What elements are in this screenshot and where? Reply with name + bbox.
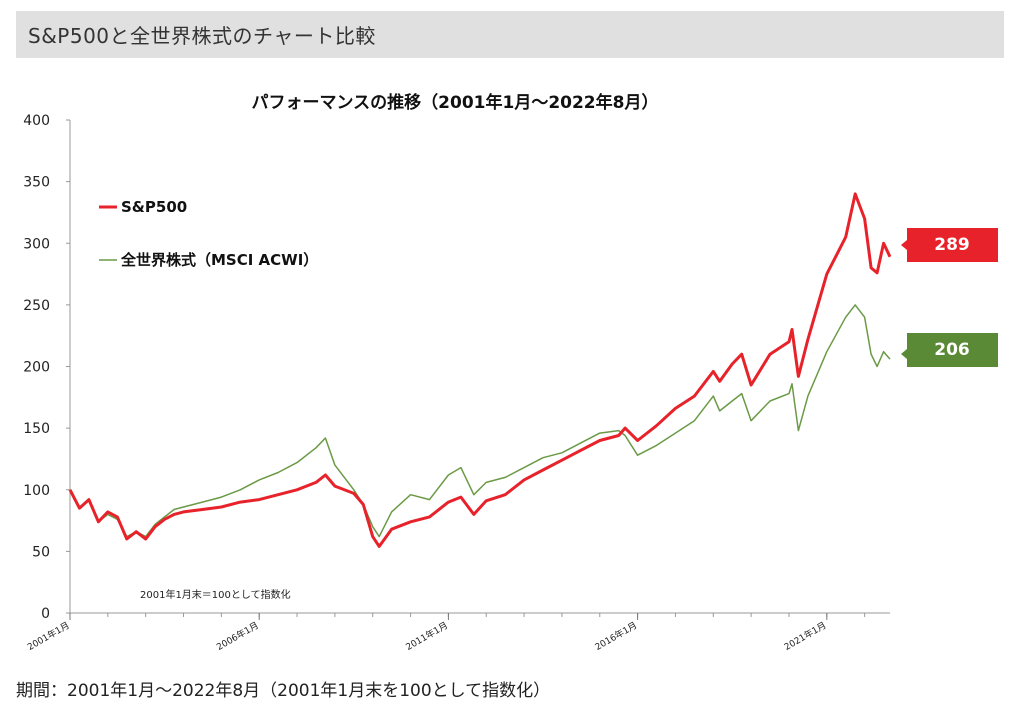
- y-tick-label: 150: [23, 421, 50, 437]
- x-tick-label: 2006年1月: [214, 619, 260, 653]
- y-tick-label: 350: [23, 175, 50, 191]
- end-label-acwi: 206: [901, 333, 998, 367]
- end-label-sp500: 289: [901, 228, 998, 262]
- end-value-acwi: 206: [934, 340, 970, 360]
- y-tick-label: 400: [23, 113, 50, 129]
- x-tick-label: 2021年1月: [782, 619, 828, 653]
- header-title: S&P500と全世界株式のチャート比較: [28, 24, 376, 48]
- y-tick-label: 100: [23, 483, 50, 499]
- end-tag-sp500: [901, 228, 998, 262]
- y-tick-label: 250: [23, 298, 50, 314]
- x-tick-label: 2001年1月: [25, 619, 71, 653]
- legend: S&P500 全世界株式（MSCI ACWI）: [99, 198, 318, 269]
- chart-note: 2001年1月末＝100として指数化: [140, 588, 291, 601]
- series-line-sp500: [68, 192, 892, 548]
- header-bar: S&P500と全世界株式のチャート比較: [16, 11, 1004, 58]
- series-line-acwi: [69, 304, 891, 538]
- legend-label-acwi: 全世界株式（MSCI ACWI）: [120, 251, 318, 269]
- x-tick-label: 2016年1月: [593, 619, 639, 653]
- period-caption: 期間：2001年1月～2022年8月（2001年1月末を100として指数化）: [16, 681, 551, 701]
- chart-lines: [68, 192, 892, 548]
- y-tick-label: 50: [32, 544, 50, 560]
- legend-label-sp500: S&P500: [121, 198, 187, 216]
- y-tick-label: 0: [41, 606, 50, 622]
- x-axis: 2001年1月 2006年1月 2011年1月 2016年1月 2021年1月: [25, 612, 890, 653]
- end-value-sp500: 289: [934, 235, 970, 255]
- y-tick-label: 200: [23, 360, 50, 376]
- y-axis: 0 50 100 150 200 250 300 350 400: [23, 113, 71, 622]
- y-tick-label: 300: [23, 236, 50, 252]
- x-tick-label: 2011年1月: [404, 619, 450, 653]
- chart-title: パフォーマンスの推移（2001年1月～2022年8月）: [252, 92, 659, 113]
- performance-chart: パフォーマンスの推移（2001年1月～2022年8月） 0 50 100 150 200…: [23, 92, 998, 653]
- end-tag-acwi: [901, 333, 998, 367]
